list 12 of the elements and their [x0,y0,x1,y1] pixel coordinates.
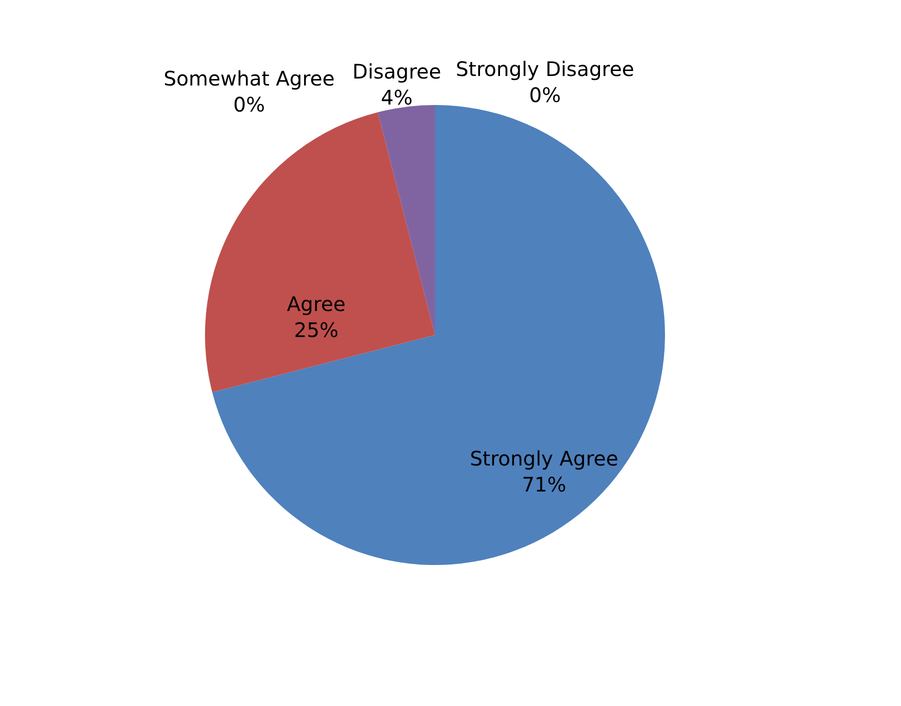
data-label: 25% [294,318,338,342]
text: 0% [529,83,561,107]
slice-label: Agree [286,292,346,316]
pie-slice [205,112,435,392]
data-label: 4% [380,85,413,110]
data-label: 71% [522,472,566,497]
category-label: Somewhat Agree [164,66,335,91]
text: 0% [233,92,266,117]
slice-label: Disagree [352,59,442,84]
slice-label: Strongly Agree [470,446,618,471]
category-label: Strongly Disagree [456,57,634,81]
pie-slice [378,105,435,335]
